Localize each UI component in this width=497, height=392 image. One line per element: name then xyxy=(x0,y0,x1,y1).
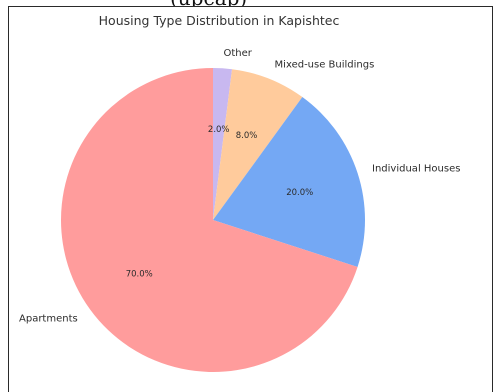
pie-slice-apartments xyxy=(60,68,358,372)
pie-percent-label: 70.0% xyxy=(126,270,153,280)
pie-category-label: Apartments xyxy=(19,313,78,324)
cropped-caption-text: (upcap) xyxy=(170,0,247,8)
pie-slice-other xyxy=(213,68,233,220)
pie-labels: 2.0% Other 8.0% Mixed-use Buildings 20.0% Ind… xyxy=(19,48,460,324)
pie-percent-label: 8.0% xyxy=(236,131,258,141)
cropped-top-caption: (upcap) xyxy=(0,0,497,8)
pie-percent-label: 2.0% xyxy=(208,125,230,135)
pie-category-label: Mixed-use Buildings xyxy=(275,60,375,71)
pie-slice-mixed-use-buildings xyxy=(213,69,303,220)
pie-category-label: Individual Houses xyxy=(372,163,460,174)
pie-category-label: Other xyxy=(223,48,252,59)
pie-percent-label: 20.0% xyxy=(286,188,313,198)
chart-title: Housing Type Distribution in Kapishtec xyxy=(99,13,340,28)
pie-slices xyxy=(60,68,365,372)
pie-slice-individual-houses xyxy=(213,97,365,267)
